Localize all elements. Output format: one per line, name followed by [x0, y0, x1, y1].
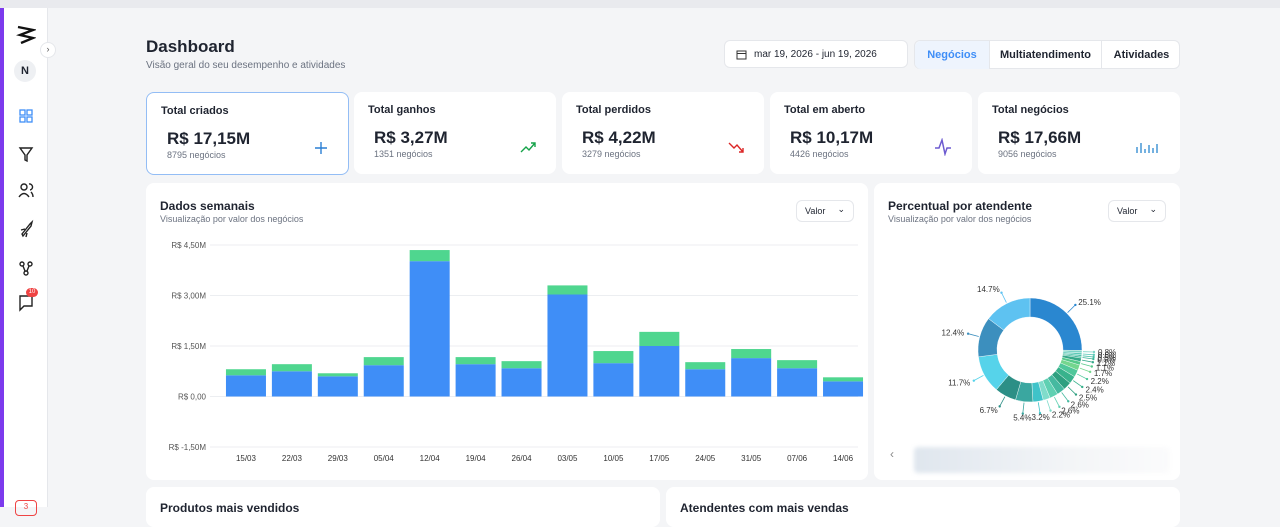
kpi-label: Total perdidos — [576, 104, 651, 116]
kpi-label: Total em aberto — [784, 104, 865, 116]
kpi-label: Total criados — [161, 105, 229, 117]
kpi-value: R$ 3,27M — [374, 128, 448, 148]
kpi-value: R$ 17,15M — [167, 129, 250, 149]
select-value: Valor — [805, 206, 825, 216]
card-title: Produtos mais vendidos — [160, 501, 299, 515]
page-title: Dashboard — [146, 37, 235, 57]
kpi-label: Total ganhos — [368, 104, 436, 116]
kpi-sub: 1351 negócios — [374, 149, 433, 159]
logo — [16, 24, 36, 44]
tabs: Negócios Multiatendimento Atividades — [914, 40, 1180, 69]
select-value: Valor — [1117, 206, 1137, 216]
avatar[interactable]: N — [14, 60, 36, 82]
calendar-icon — [736, 49, 747, 60]
agents-card: Atendentes com mais vendas — [666, 487, 1180, 527]
page-subtitle: Visão geral do seu desempenho e atividad… — [146, 60, 345, 71]
card-title: Atendentes com mais vendas — [680, 501, 849, 515]
tab[interactable]: Atividades — [1101, 41, 1181, 69]
activity-icon — [934, 138, 952, 156]
page: N 10 3 › Dashboard Visão geral do seu de… — [0, 0, 1280, 507]
tab[interactable]: Negócios — [915, 41, 989, 69]
kpi-sub: 3279 negócios — [582, 149, 641, 159]
kpi-sub: 4426 negócios — [790, 149, 849, 159]
scroll-left[interactable]: ‹ — [890, 447, 894, 461]
date-range: mar 19, 2026 - jun 19, 2026 — [754, 49, 877, 60]
sidebar-toggle[interactable]: › — [40, 42, 56, 58]
kpi-sub: 9056 negócios — [998, 149, 1057, 159]
weekly-card: Dados semanais Visualização por valor do… — [146, 183, 868, 480]
footer-badge[interactable]: 3 — [15, 500, 37, 516]
share-card: Percentual por atendente Visualização po… — [874, 183, 1180, 480]
kpi-value: R$ 10,17M — [790, 128, 873, 148]
plus-icon — [314, 141, 328, 155]
legend-scroller — [914, 447, 1170, 473]
accent-strip — [0, 8, 4, 507]
select[interactable]: Valor⌄ — [796, 200, 854, 222]
bars-icon — [1136, 140, 1160, 154]
sidebar: N 10 3 — [0, 8, 48, 507]
products-card: Produtos mais vendidos — [146, 487, 660, 527]
card-subtitle: Visualização por valor dos negócios — [160, 214, 303, 224]
trend-up-icon — [520, 140, 536, 154]
date-picker[interactable]: mar 19, 2026 - jun 19, 2026 — [724, 40, 908, 68]
trend-down-icon — [728, 140, 744, 154]
card-title: Dados semanais — [160, 199, 255, 213]
kpi-label: Total negócios — [992, 104, 1069, 116]
card-title: Percentual por atendente — [888, 199, 1032, 213]
tab[interactable]: Multiatendimento — [989, 41, 1101, 69]
kpi-sub: 8795 negócios — [167, 150, 226, 160]
badge: 10 — [26, 288, 38, 297]
kpi-value: R$ 4,22M — [582, 128, 656, 148]
kpi-value: R$ 17,66M — [998, 128, 1081, 148]
select[interactable]: Valor⌄ — [1108, 200, 1166, 222]
card-subtitle: Visualização por valor dos negócios — [888, 214, 1031, 224]
browser-bar — [0, 0, 1280, 8]
